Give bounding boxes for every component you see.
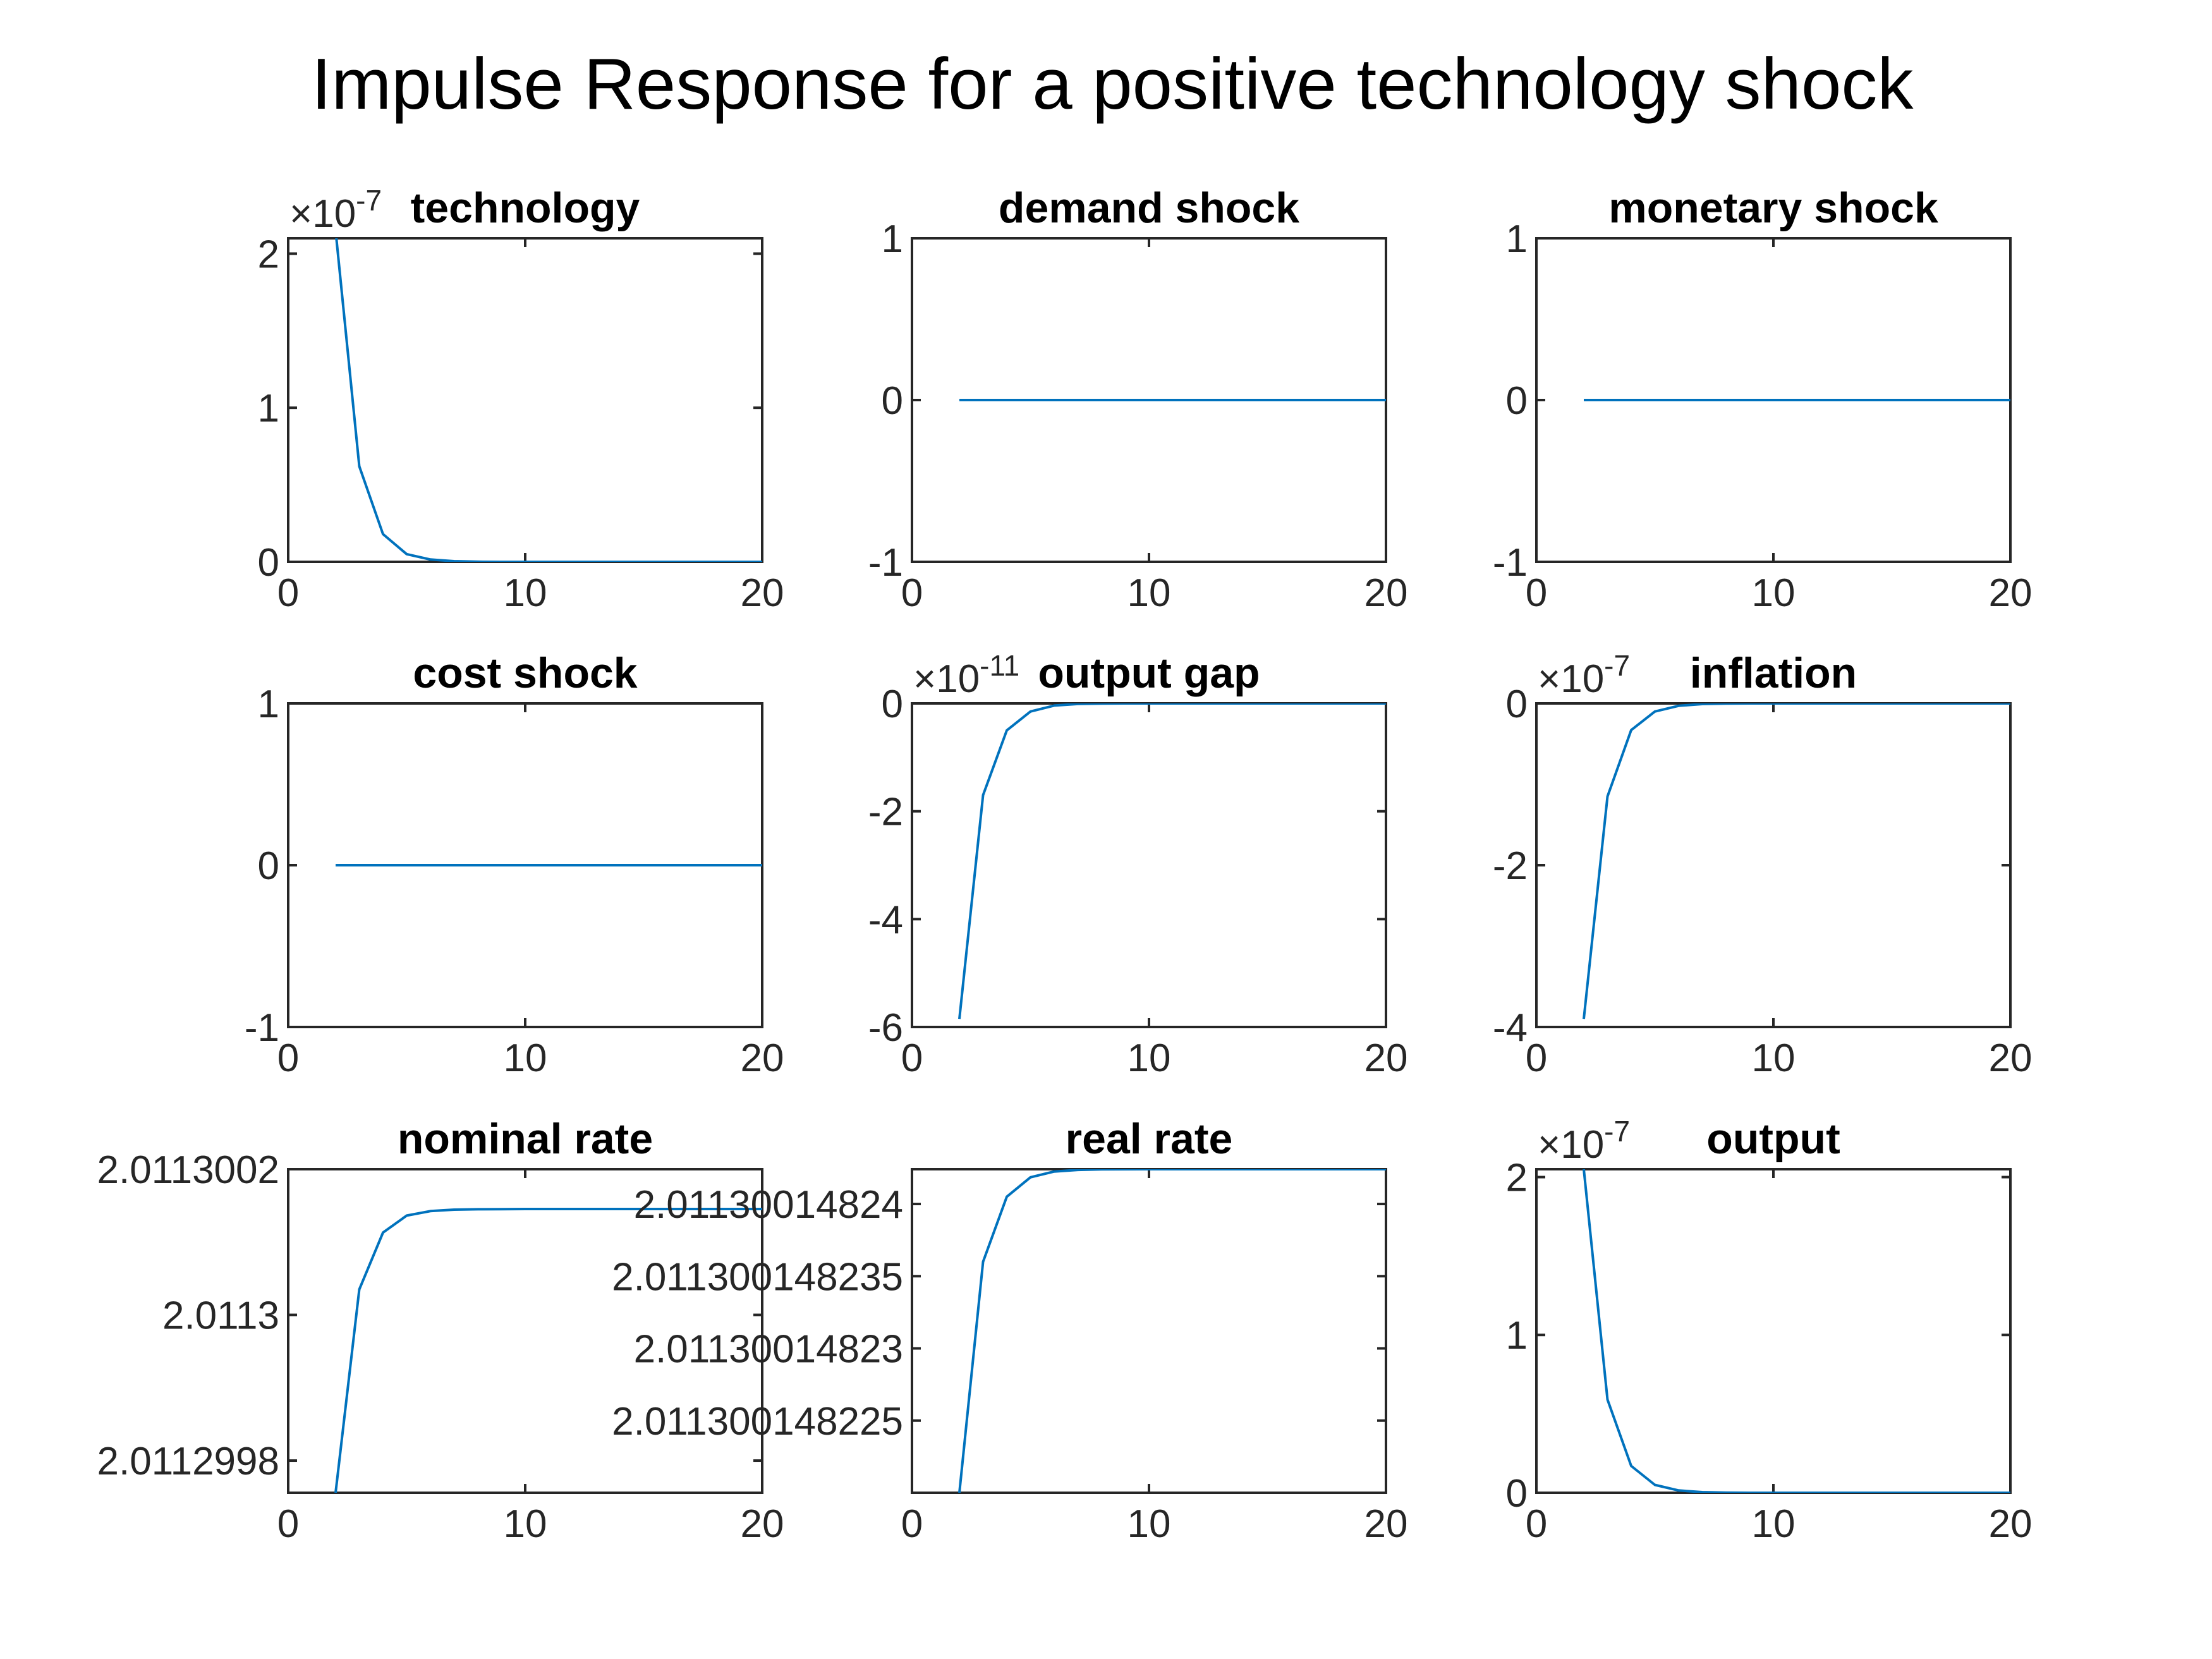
- ir-chart-2-ytick-label: 0: [1506, 379, 1528, 423]
- ir-chart-3-ytick-label: -1: [245, 1006, 279, 1050]
- ir-chart-6-ytick-label: 2.0112998: [97, 1440, 279, 1483]
- ir-chart-3-ytick-label: 1: [258, 683, 279, 726]
- ir-chart-8-exponent-label: ×10-7: [1538, 1115, 1630, 1167]
- ir-chart-0-ytick-label: 1: [258, 387, 279, 430]
- ir-chart-5-xtick-label: 10: [1752, 1036, 1796, 1080]
- ir-chart-7-ytick-label: 2.01130014823: [634, 1328, 903, 1371]
- ir-chart-7-title: real rate: [1066, 1115, 1233, 1163]
- ir-chart-1-ytick-label: -1: [868, 541, 903, 585]
- ir-chart-2-xtick-label: 10: [1752, 571, 1796, 615]
- ir-chart-0-xtick-label: 20: [741, 571, 784, 615]
- ir-chart-4-ytick-label: -2: [868, 791, 903, 834]
- ir-chart-5-xtick-label: 0: [1526, 1036, 1547, 1080]
- ir-chart-8-xtick-label: 20: [1989, 1502, 2033, 1546]
- ir-chart-4-ytick-label: -4: [868, 898, 903, 942]
- ir-chart-7-series-line: [958, 1169, 1386, 1493]
- ir-chart-4: 0 10 20-6-4-20×10-11 output gap: [868, 649, 1408, 1080]
- ir-chart-6: 0 10 20 2.0112998 2.0113 2.0113002 nominal rat…: [97, 1115, 784, 1546]
- ir-chart-8-xtick-label: 10: [1752, 1502, 1796, 1546]
- ir-chart-5-axes-frame: [1535, 702, 2012, 1028]
- ir-chart-7: 0 10 20 2.011300148225 2.01130014823 2.011300…: [612, 1115, 1407, 1546]
- ir-chart-2-ytick-label: 1: [1506, 217, 1528, 261]
- ir-chart-5-ytick-label: -2: [1493, 844, 1528, 888]
- ir-chart-2-title: monetary shock: [1608, 184, 1938, 232]
- ir-chart-4-ytick-label: 0: [882, 683, 903, 726]
- ir-chart-0-series-line: [335, 238, 762, 562]
- ir-chart-0-axes-frame: [287, 237, 763, 563]
- ir-chart-3-title: cost shock: [413, 649, 637, 697]
- ir-chart-6-ytick-label: 2.0113: [162, 1294, 279, 1338]
- ir-chart-5-ytick-label: -4: [1493, 1006, 1528, 1050]
- ir-chart-0-title: technology: [411, 184, 640, 232]
- figure-title: Impulse Response for a positive technolo…: [312, 44, 1914, 125]
- ir-chart-7-ytick-label: 2.011300148235: [612, 1255, 903, 1299]
- ir-chart-7-axes-frame: [911, 1168, 1387, 1494]
- ir-chart-0-exponent-label: ×10-7: [289, 184, 382, 236]
- ir-chart-4-xtick-label: 20: [1364, 1036, 1408, 1080]
- ir-chart-0: 0 10 20 0 1 2×10-7 technology: [258, 184, 784, 615]
- ir-chart-1-xtick-label: 20: [1364, 571, 1408, 615]
- ir-chart-2-xtick-label: 20: [1989, 571, 2033, 615]
- ir-chart-4-xtick-label: 0: [901, 1036, 923, 1080]
- ir-chart-2-xtick-label: 0: [1526, 571, 1547, 615]
- ir-chart-7-ytick-label: 2.011300148225: [612, 1400, 903, 1443]
- ir-chart-1-xtick-label: 10: [1127, 571, 1171, 615]
- ir-chart-4-series-line: [958, 703, 1386, 1019]
- ir-chart-0-ytick-label: 0: [258, 541, 279, 585]
- ir-chart-7-xtick-label: 10: [1127, 1502, 1171, 1546]
- ir-chart-5: 0 10 20-4-20×10-7 inflation: [1493, 649, 2033, 1080]
- ir-chart-5-series-line: [1583, 703, 2010, 1019]
- ir-chart-1-ytick-label: 0: [882, 379, 903, 423]
- ir-chart-3-xtick-label: 0: [277, 1036, 299, 1080]
- ir-chart-0-xtick-label: 10: [504, 571, 547, 615]
- ir-chart-6-axes-frame: [287, 1168, 763, 1494]
- ir-chart-8-xtick-label: 0: [1526, 1502, 1547, 1546]
- ir-chart-4-exponent-label: ×10-11: [913, 649, 1019, 701]
- ir-chart-8-title: output: [1706, 1115, 1840, 1163]
- ir-chart-5-xtick-label: 20: [1989, 1036, 2033, 1080]
- ir-chart-6-xtick-label: 10: [504, 1502, 547, 1546]
- ir-chart-6-title: nominal rate: [398, 1115, 653, 1163]
- ir-chart-8-ytick-label: 1: [1506, 1314, 1528, 1358]
- ir-chart-8-series-line: [1583, 1169, 2010, 1493]
- ir-chart-5-exponent-label: ×10-7: [1538, 649, 1630, 701]
- ir-chart-1-xtick-label: 0: [901, 571, 923, 615]
- ir-chart-6-series-line: [334, 1208, 762, 1493]
- ir-chart-8: 0 10 20 0 1 2×10-7 output: [1506, 1115, 2033, 1546]
- ir-chart-1-title: demand shock: [999, 184, 1299, 232]
- ir-chart-6-xtick-label: 0: [277, 1502, 299, 1546]
- ir-chart-0-xtick-label: 0: [277, 571, 299, 615]
- ir-chart-4-title: output gap: [1038, 649, 1260, 697]
- ir-chart-7-ytick-label: 2.01130014824: [634, 1183, 903, 1227]
- ir-chart-4-ytick-label: -6: [868, 1006, 903, 1050]
- ir-chart-2-ytick-label: -1: [1493, 541, 1528, 585]
- ir-chart-8-ytick-label: 2: [1506, 1156, 1528, 1200]
- ir-chart-7-xtick-label: 20: [1364, 1502, 1408, 1546]
- ir-chart-6-ytick-label: 2.0113002: [97, 1148, 279, 1192]
- ir-chart-4-xtick-label: 10: [1127, 1036, 1171, 1080]
- ir-chart-7-xtick-label: 0: [901, 1502, 923, 1546]
- ir-chart-5-title: inflation: [1690, 649, 1857, 697]
- ir-chart-3-xtick-label: 20: [741, 1036, 784, 1080]
- ir-chart-4-axes-frame: [911, 702, 1387, 1028]
- ir-chart-8-axes-frame: [1535, 1168, 2012, 1494]
- ir-chart-0-ytick-label: 2: [258, 233, 279, 276]
- ir-chart-3-xtick-label: 10: [504, 1036, 547, 1080]
- ir-chart-5-ytick-label: 0: [1506, 683, 1528, 726]
- ir-chart-1-ytick-label: 1: [882, 217, 903, 261]
- ir-chart-6-xtick-label: 20: [741, 1502, 784, 1546]
- ir-chart-3-ytick-label: 0: [258, 844, 279, 888]
- ir-chart-8-ytick-label: 0: [1506, 1472, 1528, 1516]
